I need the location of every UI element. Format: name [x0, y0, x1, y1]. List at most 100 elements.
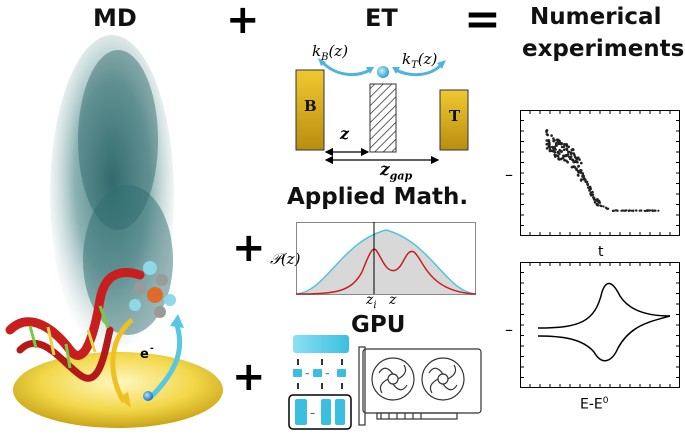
scatter-point — [622, 209, 626, 212]
scatter-point — [546, 142, 550, 146]
scatter-point — [573, 153, 576, 157]
chart2-xlabel: E-E0 — [580, 396, 608, 413]
hatched-layer — [369, 83, 397, 153]
scatter-point — [570, 151, 573, 154]
plus-operator-top: + — [226, 0, 260, 43]
scatter-point — [586, 183, 590, 186]
scatter-point — [570, 148, 574, 152]
z-label: z — [340, 124, 350, 143]
scatter-point — [646, 209, 650, 212]
scatter-point — [555, 144, 558, 147]
scatter-point — [554, 142, 558, 145]
scatter-point — [632, 209, 635, 213]
scatter-point — [644, 209, 647, 213]
scatter-point — [568, 156, 572, 160]
scatter-point — [559, 142, 563, 146]
scatter-point — [552, 139, 555, 143]
scatter-point — [596, 203, 599, 207]
scatter-point — [605, 206, 608, 209]
chart2-xlabel-sup: 0 — [602, 396, 609, 406]
global-memory-block — [293, 335, 349, 353]
scatter-point — [562, 145, 566, 148]
scatter-point — [657, 209, 660, 212]
numerical-header-line2: experiments — [522, 36, 685, 62]
scatter-point — [581, 172, 585, 175]
scatter-point — [572, 160, 575, 163]
scatter-point — [600, 204, 603, 207]
electrode-t — [439, 89, 469, 151]
scatter-point — [575, 167, 578, 171]
kt-arrow — [395, 62, 444, 77]
scatter-point — [563, 158, 566, 162]
svg-text:–: – — [310, 408, 315, 419]
scatter-point — [577, 156, 580, 159]
md-header: MD — [93, 4, 137, 32]
scatter-point — [638, 209, 641, 212]
scatter-point — [592, 197, 596, 201]
electrode-t-label: T — [449, 107, 461, 125]
et-header: ET — [365, 4, 398, 32]
electron-arrow-up — [148, 321, 183, 400]
applied-math-header: Applied Math. — [287, 184, 469, 210]
scatter-point — [584, 180, 587, 183]
equals-operator: = — [464, 0, 501, 45]
scatter-point — [580, 161, 583, 165]
scatter-point — [570, 165, 574, 169]
cv-lower-branch — [537, 315, 671, 362]
scatter-point — [654, 209, 657, 212]
scatter-point — [570, 158, 574, 161]
scatter-point — [602, 205, 605, 208]
applied-math-plot — [296, 222, 476, 295]
scatter-point — [561, 156, 564, 160]
z-axis-label: z — [389, 292, 397, 308]
scatter-point — [583, 178, 587, 181]
scatter-point — [567, 145, 570, 149]
svg-text:e: e — [140, 347, 149, 362]
scatter-point — [579, 169, 582, 172]
scatter-point — [575, 158, 579, 161]
scatter-point — [547, 139, 550, 142]
redox-molecule-sphere — [377, 66, 389, 78]
graphics-card — [358, 346, 482, 426]
gray-distribution — [296, 230, 476, 294]
scatter-point — [635, 209, 638, 212]
redox-molecule — [129, 261, 176, 318]
dna-strand — [5, 268, 145, 360]
scatter-point — [651, 209, 654, 213]
electron-arrow-down — [110, 318, 134, 404]
gpu-header: GPU — [351, 312, 406, 338]
scatter-point — [620, 209, 623, 212]
scatter-point — [558, 152, 561, 156]
scatter-point — [577, 174, 580, 177]
scatter-point — [596, 198, 599, 201]
chart1-xlabel: t — [598, 244, 604, 260]
plus-operator-math: + — [232, 225, 266, 271]
scatter-point — [552, 146, 555, 150]
red-curve — [296, 248, 476, 295]
kb-arrow — [320, 60, 371, 76]
scatter-point — [566, 153, 570, 156]
scatter-point — [545, 147, 549, 150]
kt-label: kT(z) — [402, 50, 438, 71]
scatter-point — [562, 148, 566, 151]
scatter-point — [579, 179, 583, 182]
scatter-point — [552, 150, 555, 153]
md-illustration: e - — [5, 35, 223, 428]
scatter-point — [545, 129, 548, 133]
scatter-point — [577, 164, 580, 168]
svg-text:–: – — [325, 369, 330, 379]
scatter-point — [588, 187, 591, 190]
scatter-point — [593, 200, 597, 204]
scatter-point — [576, 160, 579, 164]
pz-ylabel: 𝒫(z) — [270, 250, 301, 268]
chart2-xlabel-text: E-E — [580, 396, 603, 413]
scatter-point — [597, 201, 601, 204]
scatter-point — [556, 154, 560, 158]
scatter-point — [558, 148, 561, 152]
electrode-b-label: B — [304, 97, 317, 115]
et-diagram — [295, 58, 469, 165]
electrode-b — [295, 69, 325, 151]
svg-text:–: – — [305, 369, 310, 379]
scatter-point — [579, 171, 583, 174]
electron-sphere — [143, 391, 153, 401]
